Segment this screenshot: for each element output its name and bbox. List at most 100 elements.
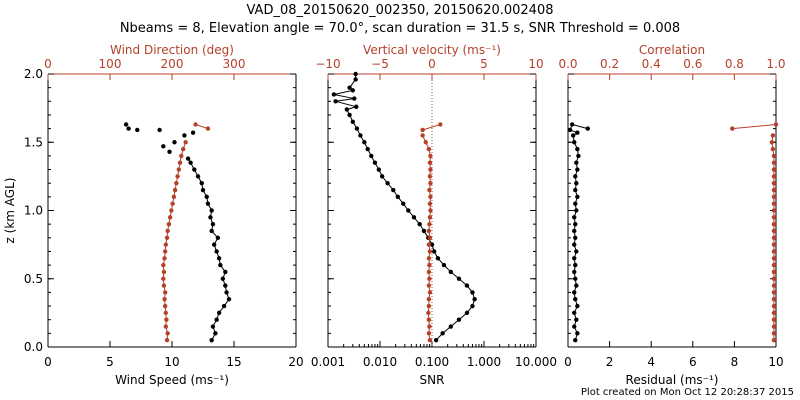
data-point [208, 215, 213, 220]
data-point [448, 324, 454, 329]
data-point [214, 317, 219, 322]
data-point [574, 249, 579, 254]
series-line [333, 74, 476, 341]
x-bottom-tick-label: 2 [606, 355, 614, 369]
data-point [771, 181, 777, 186]
data-point [211, 242, 217, 247]
data-point [192, 167, 197, 172]
data-point [180, 146, 186, 152]
data-point [572, 228, 577, 234]
data-point [162, 297, 167, 302]
x-bottom-tick-label: 0 [44, 355, 52, 369]
data-point [771, 249, 777, 254]
data-point [448, 269, 454, 275]
x-top-axis-label: Vertical velocity (ms⁻¹) [363, 43, 501, 57]
data-point [771, 303, 777, 309]
x-bottom-axis-label: Wind Speed (ms⁻¹) [115, 373, 229, 387]
data-point [164, 337, 170, 343]
data-point [372, 160, 378, 165]
data-point [166, 221, 172, 227]
data-point [427, 174, 433, 179]
data-point [172, 140, 177, 145]
data-point [771, 269, 777, 275]
data-point [427, 249, 433, 254]
data-point [210, 221, 216, 227]
data-point [157, 127, 162, 133]
data-point [350, 119, 356, 124]
data-point [411, 215, 417, 220]
data-point [771, 317, 777, 322]
y-tick-label: 1.5 [24, 135, 43, 149]
data-point [427, 337, 433, 343]
data-point [771, 228, 777, 234]
data-point [569, 122, 575, 127]
data-point [769, 140, 775, 145]
x-bottom-tick-label: 10 [768, 355, 783, 369]
data-point [167, 149, 172, 155]
x-bottom-tick-label: 0.001 [311, 355, 345, 369]
data-point [426, 269, 432, 275]
data-point [126, 126, 131, 131]
x-bottom-tick-label: 4 [647, 355, 655, 369]
data-point [456, 276, 462, 281]
data-point [574, 160, 579, 165]
data-point [771, 208, 777, 213]
data-point [464, 283, 470, 288]
data-point [193, 122, 198, 127]
data-point [183, 140, 188, 145]
data-point [165, 331, 170, 336]
x-bottom-tick-label: 8 [731, 355, 739, 369]
data-point [172, 187, 178, 193]
data-point [771, 242, 777, 247]
data-point [209, 337, 214, 343]
x-top-tick-label: −10 [315, 57, 340, 71]
data-point [331, 92, 337, 97]
data-point [427, 276, 432, 281]
data-point [379, 174, 385, 179]
x-bottom-axis-label: Residual (ms⁻¹) [626, 373, 719, 387]
x-top-tick-label: 0.2 [600, 57, 619, 71]
data-point [572, 256, 577, 261]
y-axis-label: z (km AGL) [3, 178, 17, 244]
data-point [165, 228, 170, 234]
data-point [441, 262, 447, 268]
data-point [163, 310, 168, 316]
data-point [428, 208, 433, 213]
data-point [771, 310, 777, 316]
data-point [347, 112, 352, 118]
data-point [575, 194, 580, 200]
data-point [456, 317, 462, 322]
x-top-tick-label: 0.8 [725, 57, 744, 71]
data-point [353, 71, 358, 77]
x-bottom-tick-label: 15 [226, 355, 241, 369]
data-point [427, 324, 432, 329]
data-point [161, 144, 166, 149]
data-point [431, 249, 437, 254]
x-bottom-tick-label: 0.100 [415, 355, 449, 369]
x-bottom-tick-label: 5 [106, 355, 114, 369]
data-point [209, 228, 214, 234]
data-point [344, 107, 350, 112]
data-point [572, 215, 577, 220]
data-point [223, 283, 228, 288]
data-point [427, 201, 433, 206]
data-point [135, 127, 140, 133]
data-point [771, 174, 777, 179]
data-point [573, 201, 578, 206]
data-point [426, 317, 432, 322]
data-point [771, 290, 777, 295]
data-point [771, 276, 777, 281]
data-point [771, 194, 777, 200]
data-point [572, 140, 577, 145]
data-point [573, 276, 578, 281]
x-top-tick-label: 300 [223, 57, 246, 71]
data-point [190, 130, 196, 135]
data-point [470, 290, 475, 295]
data-point [177, 160, 183, 165]
data-point [204, 194, 209, 200]
data-point [575, 167, 580, 172]
data-point [175, 174, 180, 179]
data-point [420, 133, 425, 138]
plot-timestamp: Plot created on Mon Oct 12 20:28:37 2015 [580, 387, 794, 398]
data-point [427, 235, 433, 240]
